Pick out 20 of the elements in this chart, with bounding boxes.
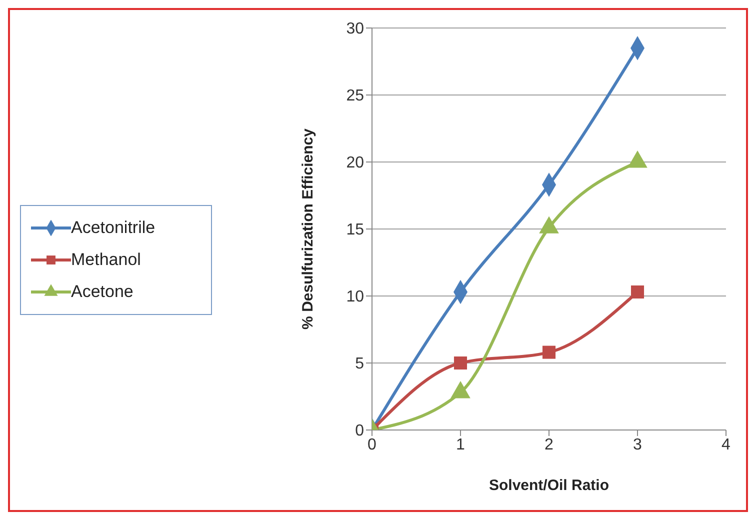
point (630, 285, 644, 298)
y-tick-label: 30 (346, 20, 364, 38)
y-tick-label: 0 (355, 422, 364, 440)
y-tick-label: 15 (346, 222, 364, 239)
x-tick-label: 0 (368, 436, 377, 454)
legend-label: Methanol (71, 250, 141, 270)
x-axis-title: Solvent/Oil Ratio (488, 477, 610, 494)
y-tick-label: 10 (346, 288, 364, 306)
x-tick-label: 1 (456, 436, 466, 454)
point (454, 356, 468, 370)
y-tick-label: 5 (355, 356, 364, 373)
x-tick-label: 2 (544, 436, 554, 454)
y-tick-label: 20 (346, 154, 364, 172)
y-tick-label: 25 (346, 88, 364, 105)
legend-label: Acetonitrile (71, 218, 156, 238)
point (542, 346, 556, 359)
legend-label: Acetone (71, 282, 134, 302)
x-tick-label: 3 (633, 436, 642, 454)
y-axis-title: % Desulfurization Efficiency (299, 128, 316, 330)
x-tick-label: 4 (722, 436, 731, 454)
